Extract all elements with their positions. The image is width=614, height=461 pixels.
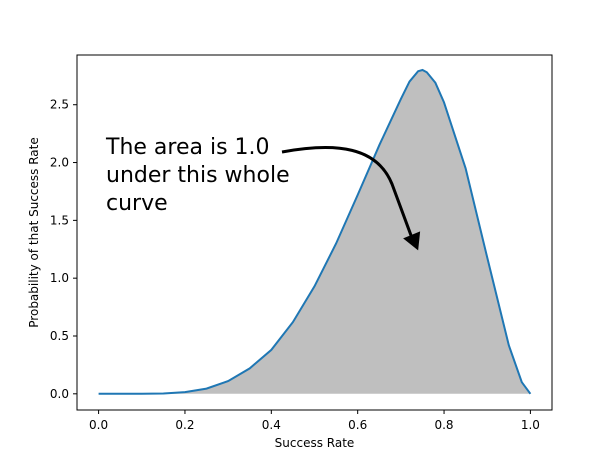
- annotation-line-3: curve: [106, 191, 168, 216]
- plot-area: [76, 54, 553, 411]
- y-tick-label: 0.5: [50, 329, 69, 343]
- x-axis-label: Success Rate: [275, 436, 355, 450]
- x-tick-label: 1.0: [521, 418, 540, 432]
- y-tick-label: 0.0: [50, 387, 69, 401]
- axes-frame: [76, 54, 553, 411]
- annotation: The area is 1.0 under this whole curve: [105, 135, 421, 251]
- annotation-line-2: under this whole: [106, 163, 290, 188]
- y-axis: 0.0 0.5 1.0 1.5 2.0 2.5: [50, 98, 77, 401]
- x-tick-label: 0.6: [348, 418, 367, 432]
- annotation-arrowhead: [403, 231, 421, 251]
- area-fill: [98, 70, 531, 394]
- series-line: [98, 68, 532, 395]
- x-tick-label: 0.8: [434, 418, 453, 432]
- y-tick-label: 2.5: [50, 98, 69, 112]
- y-axis-label: Probability of that Success Rate: [27, 137, 41, 327]
- annotation-arrow: [281, 146, 414, 239]
- annotation-line-1: The area is 1.0: [105, 135, 270, 160]
- x-axis: 0.0 0.2 0.4 0.6 0.8 1.0: [89, 410, 540, 432]
- y-tick-label: 1.0: [50, 271, 69, 285]
- x-tick-label: 0.2: [175, 418, 194, 432]
- y-tick-label: 2.0: [50, 156, 69, 170]
- y-tick-label: 1.5: [50, 213, 69, 227]
- x-tick-label: 0.0: [89, 418, 108, 432]
- x-tick-label: 0.4: [262, 418, 281, 432]
